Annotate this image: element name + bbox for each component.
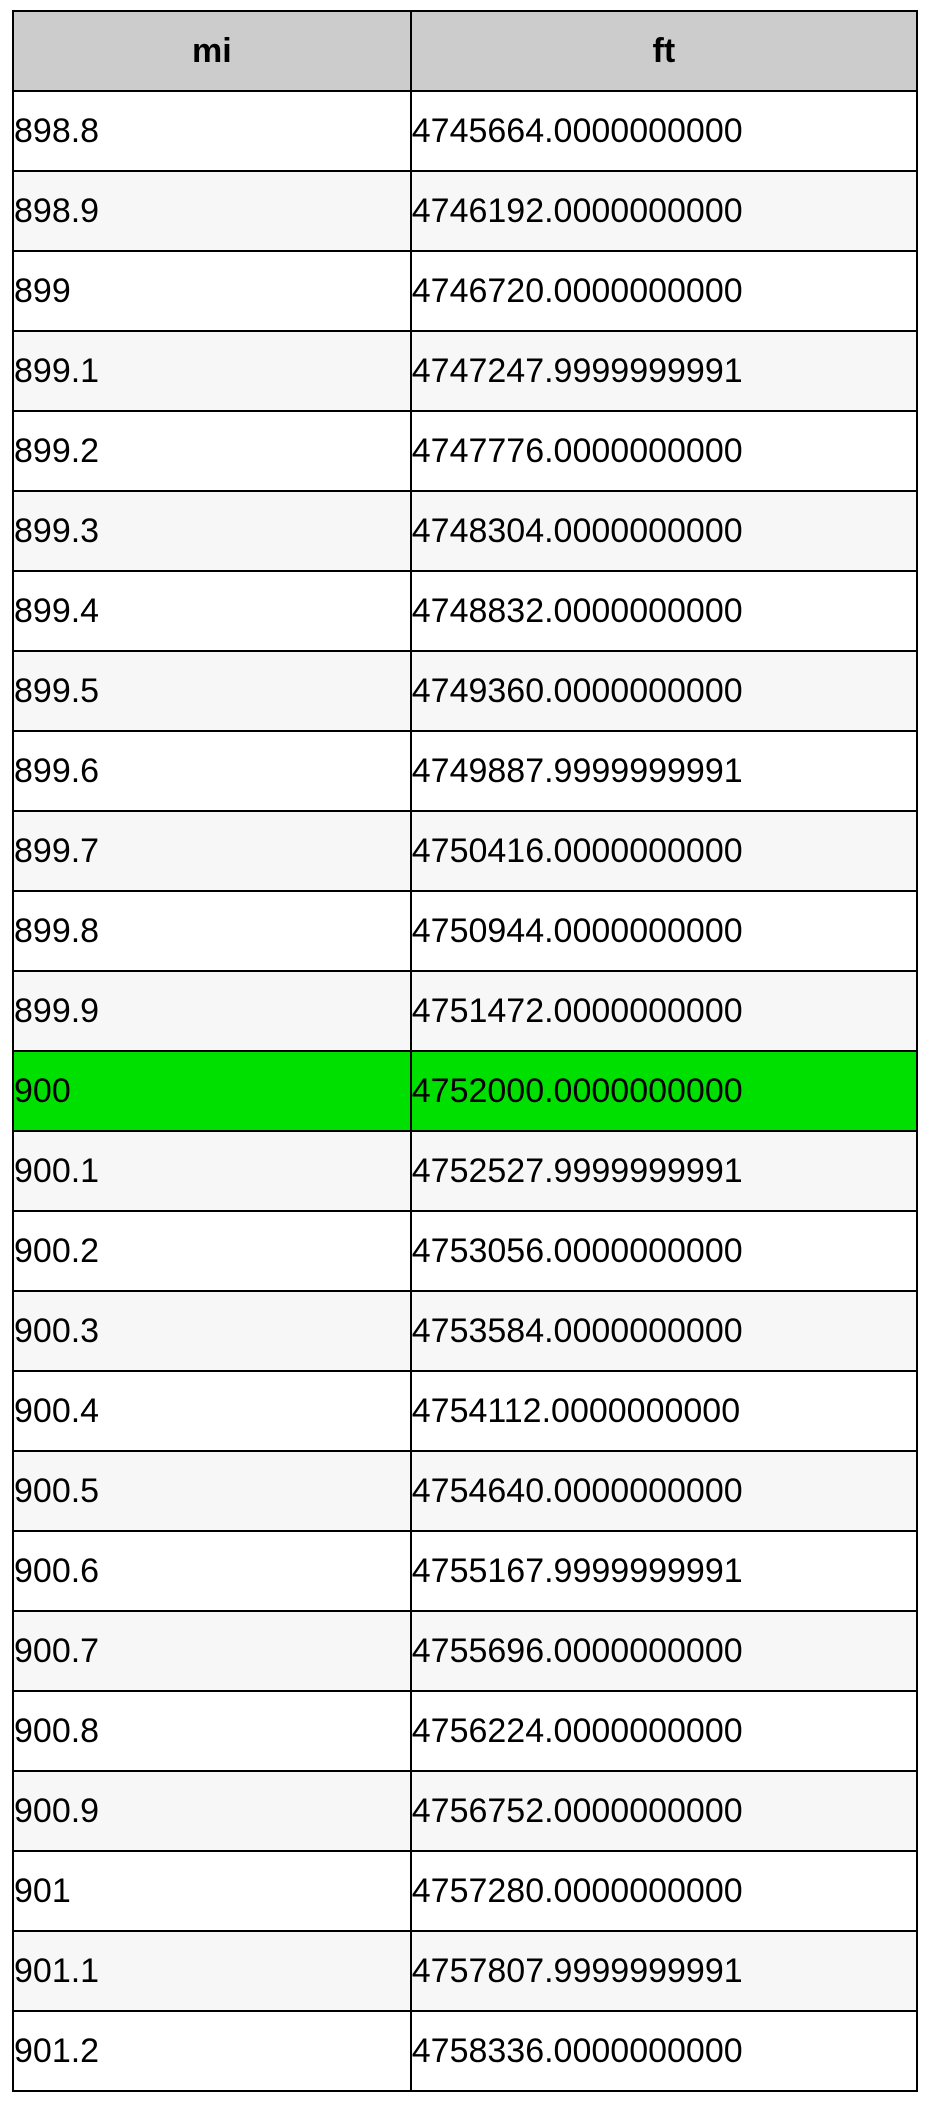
table-row: 899.34748304.0000000000 xyxy=(13,491,917,571)
cell-mi: 899.8 xyxy=(13,891,411,971)
cell-mi: 900.3 xyxy=(13,1291,411,1371)
column-header-ft: ft xyxy=(411,11,917,91)
table-row: 900.74755696.0000000000 xyxy=(13,1611,917,1691)
cell-mi: 899.5 xyxy=(13,651,411,731)
cell-mi: 900.1 xyxy=(13,1131,411,1211)
table-row: 898.94746192.0000000000 xyxy=(13,171,917,251)
cell-ft: 4747776.0000000000 xyxy=(411,411,917,491)
table-row: 900.54754640.0000000000 xyxy=(13,1451,917,1531)
cell-ft: 4748304.0000000000 xyxy=(411,491,917,571)
cell-ft: 4756752.0000000000 xyxy=(411,1771,917,1851)
column-header-mi: mi xyxy=(13,11,411,91)
cell-ft: 4749360.0000000000 xyxy=(411,651,917,731)
cell-mi: 898.8 xyxy=(13,91,411,171)
cell-mi: 901.2 xyxy=(13,2011,411,2091)
table-row: 9004752000.0000000000 xyxy=(13,1051,917,1131)
table-row: 900.34753584.0000000000 xyxy=(13,1291,917,1371)
cell-mi: 901.1 xyxy=(13,1931,411,2011)
table-row: 8994746720.0000000000 xyxy=(13,251,917,331)
table-row: 900.14752527.9999999991 xyxy=(13,1131,917,1211)
table-row: 899.74750416.0000000000 xyxy=(13,811,917,891)
cell-mi: 900.7 xyxy=(13,1611,411,1691)
cell-ft: 4751472.0000000000 xyxy=(411,971,917,1051)
cell-ft: 4754112.0000000000 xyxy=(411,1371,917,1451)
table-row: 899.44748832.0000000000 xyxy=(13,571,917,651)
cell-mi: 899.3 xyxy=(13,491,411,571)
cell-mi: 899 xyxy=(13,251,411,331)
cell-mi: 900.5 xyxy=(13,1451,411,1531)
cell-ft: 4750416.0000000000 xyxy=(411,811,917,891)
table-header-row: mi ft xyxy=(13,11,917,91)
cell-ft: 4758336.0000000000 xyxy=(411,2011,917,2091)
table-row: 899.24747776.0000000000 xyxy=(13,411,917,491)
cell-ft: 4757807.9999999991 xyxy=(411,1931,917,2011)
cell-mi: 899.2 xyxy=(13,411,411,491)
cell-ft: 4753584.0000000000 xyxy=(411,1291,917,1371)
cell-ft: 4748832.0000000000 xyxy=(411,571,917,651)
table-row: 901.24758336.0000000000 xyxy=(13,2011,917,2091)
cell-mi: 900.8 xyxy=(13,1691,411,1771)
cell-ft: 4747247.9999999991 xyxy=(411,331,917,411)
cell-mi: 900.4 xyxy=(13,1371,411,1451)
table-row: 900.24753056.0000000000 xyxy=(13,1211,917,1291)
cell-mi: 898.9 xyxy=(13,171,411,251)
cell-ft: 4752527.9999999991 xyxy=(411,1131,917,1211)
cell-ft: 4746192.0000000000 xyxy=(411,171,917,251)
table-row: 9014757280.0000000000 xyxy=(13,1851,917,1931)
cell-ft: 4750944.0000000000 xyxy=(411,891,917,971)
cell-mi: 901 xyxy=(13,1851,411,1931)
table-row: 900.84756224.0000000000 xyxy=(13,1691,917,1771)
cell-mi: 899.4 xyxy=(13,571,411,651)
cell-mi: 899.1 xyxy=(13,331,411,411)
table-row: 899.14747247.9999999991 xyxy=(13,331,917,411)
cell-ft: 4753056.0000000000 xyxy=(411,1211,917,1291)
cell-ft: 4745664.0000000000 xyxy=(411,91,917,171)
table-row: 898.84745664.0000000000 xyxy=(13,91,917,171)
cell-mi: 900.9 xyxy=(13,1771,411,1851)
cell-ft: 4746720.0000000000 xyxy=(411,251,917,331)
cell-mi: 899.6 xyxy=(13,731,411,811)
table-row: 899.64749887.9999999991 xyxy=(13,731,917,811)
cell-ft: 4754640.0000000000 xyxy=(411,1451,917,1531)
table-row: 900.64755167.9999999991 xyxy=(13,1531,917,1611)
table-row: 901.14757807.9999999991 xyxy=(13,1931,917,2011)
conversion-table: mi ft 898.84745664.0000000000898.9474619… xyxy=(12,10,918,2092)
table-row: 899.84750944.0000000000 xyxy=(13,891,917,971)
cell-ft: 4755696.0000000000 xyxy=(411,1611,917,1691)
table-row: 899.94751472.0000000000 xyxy=(13,971,917,1051)
cell-mi: 899.7 xyxy=(13,811,411,891)
cell-ft: 4757280.0000000000 xyxy=(411,1851,917,1931)
cell-ft: 4749887.9999999991 xyxy=(411,731,917,811)
cell-mi: 900.2 xyxy=(13,1211,411,1291)
cell-ft: 4752000.0000000000 xyxy=(411,1051,917,1131)
cell-mi: 899.9 xyxy=(13,971,411,1051)
table-row: 900.94756752.0000000000 xyxy=(13,1771,917,1851)
cell-mi: 900.6 xyxy=(13,1531,411,1611)
cell-ft: 4755167.9999999991 xyxy=(411,1531,917,1611)
table-row: 899.54749360.0000000000 xyxy=(13,651,917,731)
cell-ft: 4756224.0000000000 xyxy=(411,1691,917,1771)
table-row: 900.44754112.0000000000 xyxy=(13,1371,917,1451)
cell-mi: 900 xyxy=(13,1051,411,1131)
